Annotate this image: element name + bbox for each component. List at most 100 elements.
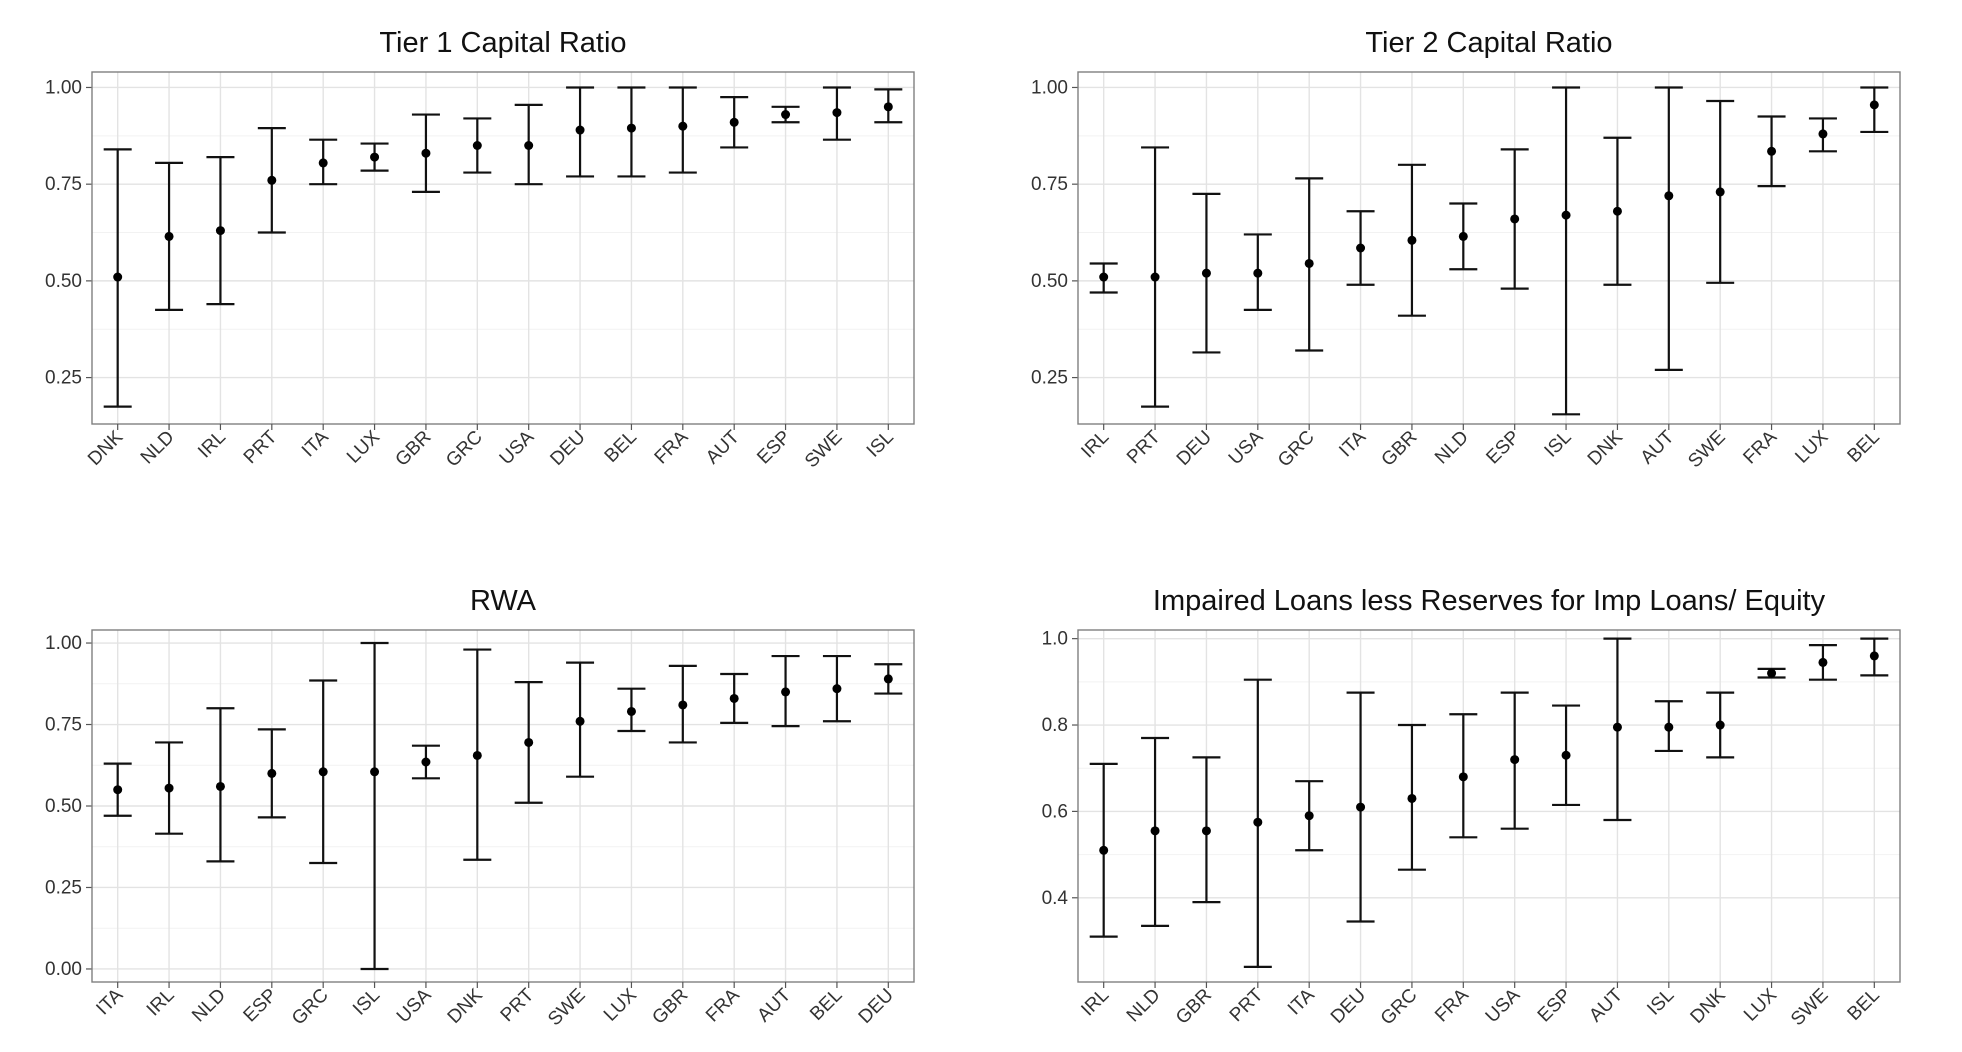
errorbar-dnk xyxy=(103,148,132,408)
errorbar-deu xyxy=(1192,192,1221,354)
y-tick-label: 0.00 xyxy=(45,959,82,980)
estimate-point xyxy=(1767,668,1777,678)
x-category-label: ESP xyxy=(240,985,282,1027)
estimate-point xyxy=(1099,272,1109,282)
estimate-point xyxy=(267,768,277,778)
errorbar-gbr xyxy=(1397,163,1426,317)
plot-area xyxy=(1078,630,1900,982)
y-tick-label: 0.8 xyxy=(1042,715,1068,736)
estimate-point xyxy=(421,148,431,158)
y-tick-label: 0.25 xyxy=(45,877,82,898)
x-category-label: BEL xyxy=(1844,427,1884,467)
x-category-label: PRT xyxy=(1123,426,1165,468)
y-tick-label: 0.6 xyxy=(1042,801,1068,822)
x-category-label: ISL xyxy=(349,985,384,1020)
x-category-label: SWE xyxy=(544,985,589,1030)
estimate-point xyxy=(215,781,225,791)
estimate-point xyxy=(883,102,893,112)
errorbar-grc xyxy=(1295,177,1324,352)
y-tick-label: 0.50 xyxy=(45,271,82,292)
x-category-label: DEU xyxy=(546,427,589,470)
estimate-point xyxy=(1612,206,1622,216)
x-category-label: NLD xyxy=(188,985,230,1027)
estimate-point xyxy=(472,750,482,760)
estimate-point xyxy=(1510,755,1520,765)
estimate-point xyxy=(1664,722,1674,732)
errorbar-bel xyxy=(1860,86,1889,134)
errorbar-esp xyxy=(771,105,800,124)
x-category-label: ITA xyxy=(1284,984,1319,1019)
x-category-label: IRL xyxy=(1077,427,1113,463)
errorbar-esp xyxy=(1500,148,1529,290)
errorbar-dnk xyxy=(1603,136,1632,286)
errorbar-isl xyxy=(1654,700,1683,753)
plot-area xyxy=(92,72,914,424)
estimate-point xyxy=(678,700,688,710)
errorbar-fra xyxy=(720,672,749,724)
x-category-label: BEL xyxy=(601,427,641,467)
y-tick-label: 1.00 xyxy=(45,633,82,654)
errorbar-lux xyxy=(1808,117,1837,153)
x-category-label: DEU xyxy=(1173,427,1216,470)
plot-border xyxy=(91,71,915,425)
x-category-label: ISL xyxy=(863,427,898,462)
errorbar-usa xyxy=(514,103,543,186)
errorbar-usa xyxy=(1500,691,1529,830)
estimate-point xyxy=(1304,811,1314,821)
estimate-point xyxy=(1356,243,1366,253)
x-category-label: PRT xyxy=(240,426,282,468)
x-category-label: USA xyxy=(393,984,436,1027)
x-category-label: GBR xyxy=(391,427,435,471)
estimate-point xyxy=(318,767,328,777)
estimate-point xyxy=(1715,720,1725,730)
errorbar-usa xyxy=(1243,233,1272,311)
estimate-point xyxy=(832,684,842,694)
errorbar-aut xyxy=(720,96,749,149)
y-tick-label: 0.4 xyxy=(1042,888,1069,909)
estimate-point xyxy=(267,175,277,185)
errorbar-swe xyxy=(822,86,851,141)
y-tick-label: 0.25 xyxy=(1031,368,1068,389)
estimate-point xyxy=(1407,235,1417,245)
estimate-point xyxy=(626,706,636,716)
errorbar-ita xyxy=(103,762,132,817)
x-category-label: ITA xyxy=(92,984,127,1019)
estimate-point xyxy=(370,152,380,162)
y-tick-label: 0.25 xyxy=(45,368,82,389)
x-category-label: DNK xyxy=(1584,426,1627,469)
x-category-label: DEU xyxy=(855,985,898,1028)
errorbar-esp xyxy=(1552,704,1581,807)
plot-border xyxy=(1077,71,1901,425)
x-category-label: USA xyxy=(1482,984,1525,1027)
y-tick-label: 1.00 xyxy=(1031,77,1068,98)
x-category-label: NLD xyxy=(1123,985,1165,1027)
x-category-label: GRC xyxy=(442,427,487,472)
errorbar-prt xyxy=(257,126,286,234)
errorbar-lux xyxy=(1757,667,1786,679)
errorbar-prt xyxy=(514,681,543,804)
x-category-label: SWE xyxy=(1684,427,1729,472)
estimate-point xyxy=(781,110,791,120)
y-tick-label: 0.50 xyxy=(1031,271,1068,292)
x-category-label: GBR xyxy=(1377,427,1421,471)
errorbar-nld xyxy=(1141,736,1170,927)
chart-title: Impaired Loans less Reserves for Imp Loa… xyxy=(1153,585,1826,617)
y-tick-label: 0.50 xyxy=(45,796,82,817)
errorbar-dnk xyxy=(463,648,492,861)
x-category-label: SWE xyxy=(1787,985,1832,1030)
errorbar-irl xyxy=(155,741,184,835)
estimate-point xyxy=(1561,210,1571,220)
errorbar-aut xyxy=(771,654,800,728)
errorbar-gbr xyxy=(668,664,697,744)
x-category-label: PRT xyxy=(1226,984,1268,1026)
estimate-point xyxy=(113,272,123,282)
errorbar-gbr xyxy=(411,113,440,194)
estimate-point xyxy=(370,767,380,777)
x-category-label: DEU xyxy=(1327,985,1370,1028)
estimate-point xyxy=(1150,272,1160,282)
x-category-label: GBR xyxy=(648,985,692,1029)
estimate-point xyxy=(626,123,636,133)
estimate-point xyxy=(1715,187,1725,197)
y-tick-label: 1.00 xyxy=(45,77,82,98)
